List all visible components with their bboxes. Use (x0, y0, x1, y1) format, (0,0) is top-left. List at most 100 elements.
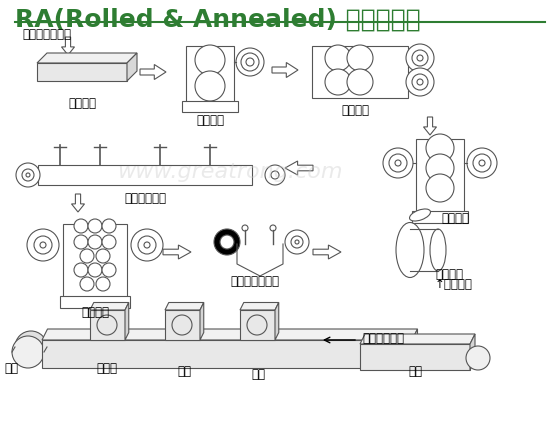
Polygon shape (42, 329, 418, 340)
Circle shape (426, 134, 454, 162)
Circle shape (265, 165, 285, 185)
Polygon shape (125, 302, 129, 340)
FancyBboxPatch shape (60, 296, 130, 308)
Circle shape (247, 315, 267, 335)
Text: （精軋）: （精軋） (81, 306, 109, 319)
Circle shape (406, 68, 434, 96)
Circle shape (74, 219, 88, 233)
Ellipse shape (15, 331, 47, 363)
Circle shape (242, 225, 248, 231)
Polygon shape (423, 117, 436, 135)
Circle shape (138, 236, 156, 254)
Circle shape (80, 277, 94, 291)
Polygon shape (285, 161, 313, 175)
Circle shape (417, 55, 423, 61)
Ellipse shape (396, 222, 424, 277)
Polygon shape (360, 334, 475, 344)
Text: （鑄胚）: （鑄胚） (68, 97, 96, 110)
Circle shape (347, 69, 373, 95)
Text: 前處理: 前處理 (96, 362, 118, 375)
Text: www.greatrong.com: www.greatrong.com (117, 162, 343, 182)
Circle shape (22, 169, 34, 181)
Circle shape (144, 242, 150, 248)
Circle shape (325, 69, 351, 95)
Circle shape (295, 240, 299, 244)
Circle shape (479, 160, 485, 166)
Circle shape (74, 263, 88, 277)
Text: （脫脂、洗淨）: （脫脂、洗淨） (231, 275, 279, 288)
Circle shape (34, 236, 52, 254)
Circle shape (417, 79, 423, 85)
Circle shape (270, 225, 276, 231)
Text: 成品: 成品 (408, 365, 422, 378)
Circle shape (74, 235, 88, 249)
Circle shape (236, 48, 264, 76)
Circle shape (412, 74, 428, 90)
Circle shape (389, 154, 407, 172)
FancyBboxPatch shape (416, 139, 464, 213)
Circle shape (271, 171, 279, 179)
FancyBboxPatch shape (38, 165, 252, 185)
Circle shape (466, 346, 490, 370)
Text: 防鏽: 防鏽 (251, 368, 265, 381)
Polygon shape (240, 302, 279, 310)
Circle shape (241, 53, 259, 71)
Text: （溶層、鑄造）: （溶層、鑄造） (22, 28, 71, 41)
Polygon shape (127, 53, 137, 81)
Circle shape (467, 148, 497, 178)
Polygon shape (412, 329, 418, 368)
Polygon shape (140, 64, 166, 80)
Circle shape (214, 229, 240, 255)
Polygon shape (90, 302, 129, 310)
Circle shape (80, 249, 94, 263)
Text: 粗化: 粗化 (177, 365, 191, 378)
Polygon shape (313, 245, 341, 259)
Text: 原箔: 原箔 (4, 362, 18, 375)
Circle shape (16, 163, 40, 187)
Polygon shape (72, 194, 85, 212)
Circle shape (246, 58, 254, 66)
Text: ↑原箔工程: ↑原箔工程 (435, 278, 473, 291)
Polygon shape (360, 344, 470, 370)
FancyBboxPatch shape (182, 101, 238, 112)
Circle shape (220, 235, 234, 249)
Text: 表面處理工程: 表面處理工程 (362, 332, 404, 344)
Polygon shape (163, 245, 191, 259)
Text: （原箔）: （原箔） (435, 268, 463, 281)
Circle shape (285, 230, 309, 254)
Circle shape (26, 173, 30, 177)
Circle shape (172, 315, 192, 335)
Polygon shape (275, 302, 279, 340)
Circle shape (27, 229, 59, 261)
Polygon shape (37, 53, 137, 63)
Circle shape (195, 45, 225, 75)
Circle shape (88, 263, 102, 277)
Circle shape (88, 235, 102, 249)
Circle shape (40, 242, 46, 248)
Circle shape (347, 45, 373, 71)
Polygon shape (272, 62, 298, 77)
Ellipse shape (430, 229, 446, 271)
Polygon shape (240, 310, 275, 340)
Polygon shape (200, 302, 204, 340)
Circle shape (12, 336, 44, 368)
Circle shape (383, 148, 413, 178)
Text: （面削）: （面削） (341, 104, 369, 117)
Circle shape (102, 219, 116, 233)
Polygon shape (62, 37, 74, 55)
Polygon shape (470, 334, 475, 370)
Circle shape (102, 235, 116, 249)
Circle shape (131, 229, 163, 261)
Circle shape (412, 50, 428, 66)
Text: （熱軋）: （熱軋） (196, 114, 224, 127)
Circle shape (96, 249, 110, 263)
Circle shape (291, 236, 303, 248)
Circle shape (325, 45, 351, 71)
Text: （退火酸洗）: （退火酸洗） (124, 192, 166, 205)
Circle shape (426, 154, 454, 182)
Circle shape (97, 315, 117, 335)
Circle shape (395, 160, 401, 166)
Text: （中軋）: （中軋） (441, 212, 469, 225)
Ellipse shape (409, 209, 431, 221)
Polygon shape (165, 302, 204, 310)
